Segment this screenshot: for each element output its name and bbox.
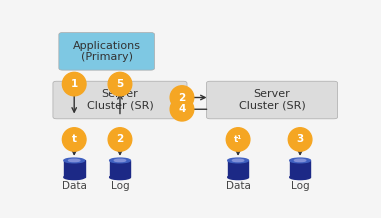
- Text: 1: 1: [70, 79, 78, 89]
- Bar: [290, 160, 311, 177]
- Ellipse shape: [62, 128, 86, 151]
- Ellipse shape: [226, 128, 250, 151]
- Text: Data: Data: [226, 181, 251, 191]
- Ellipse shape: [290, 158, 311, 163]
- Ellipse shape: [108, 72, 132, 96]
- Ellipse shape: [290, 175, 311, 180]
- Ellipse shape: [295, 159, 306, 162]
- Ellipse shape: [170, 97, 194, 121]
- Text: 2: 2: [178, 92, 186, 102]
- Ellipse shape: [110, 175, 130, 180]
- FancyBboxPatch shape: [207, 81, 338, 119]
- Text: Server
Cluster (SR): Server Cluster (SR): [239, 89, 306, 111]
- Text: Log: Log: [110, 181, 129, 191]
- Ellipse shape: [288, 128, 312, 151]
- Ellipse shape: [64, 158, 85, 163]
- Text: Server
Cluster (SR): Server Cluster (SR): [86, 89, 153, 111]
- Ellipse shape: [114, 159, 126, 162]
- Text: 4: 4: [178, 104, 186, 114]
- Bar: [64, 160, 85, 177]
- Text: Log: Log: [291, 181, 309, 191]
- Ellipse shape: [108, 128, 132, 151]
- Ellipse shape: [64, 175, 85, 180]
- Ellipse shape: [62, 72, 86, 96]
- Text: 3: 3: [296, 135, 304, 145]
- Ellipse shape: [228, 175, 248, 180]
- Bar: [228, 160, 248, 177]
- Text: 2: 2: [116, 135, 123, 145]
- Ellipse shape: [110, 158, 130, 163]
- Text: t: t: [72, 135, 77, 145]
- Text: Data: Data: [62, 181, 86, 191]
- Text: Applications
(Primary): Applications (Primary): [73, 41, 141, 62]
- FancyBboxPatch shape: [53, 81, 187, 119]
- FancyBboxPatch shape: [59, 32, 155, 70]
- Ellipse shape: [232, 159, 244, 162]
- Ellipse shape: [170, 86, 194, 109]
- Text: 5: 5: [116, 79, 123, 89]
- Ellipse shape: [69, 159, 80, 162]
- Text: t¹: t¹: [234, 135, 242, 144]
- Bar: [110, 160, 130, 177]
- Ellipse shape: [228, 158, 248, 163]
